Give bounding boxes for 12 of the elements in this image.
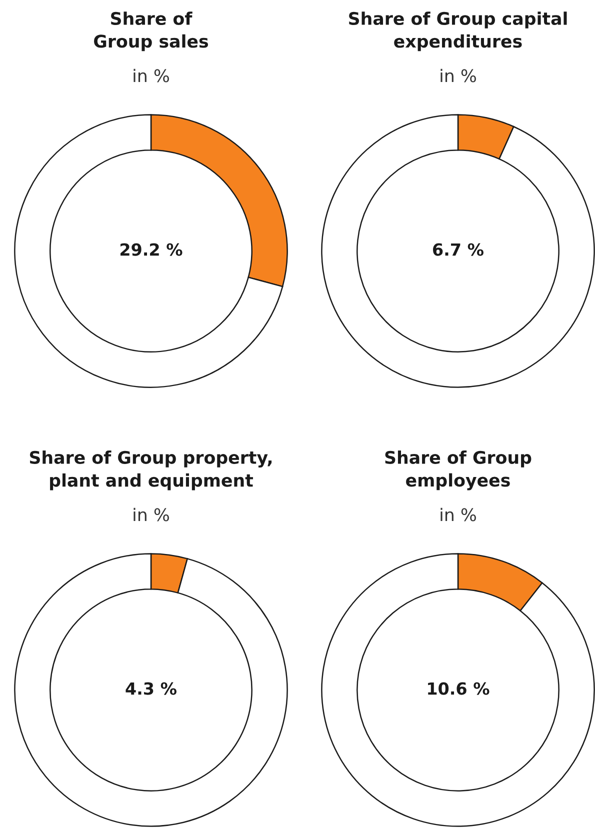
- data-label: 10.6 %: [428, 682, 490, 695]
- chart-title: Share of Group employees: [385, 450, 532, 490]
- chart-title: Share of Group capital expenditures: [349, 12, 567, 52]
- data-label: 29.2 %: [120, 243, 182, 256]
- chart-title: Share of Group property, plant and equipment: [30, 450, 272, 490]
- chart-subtitle: in %: [440, 508, 476, 522]
- data-label: 6.7 %: [433, 243, 484, 256]
- data-label: 4.3 %: [126, 682, 176, 695]
- chart-subtitle: in %: [134, 68, 169, 82]
- chart-title: Share of Group sales: [94, 12, 208, 52]
- chart-subtitle: in %: [440, 68, 476, 82]
- chart-subtitle: in %: [134, 508, 169, 522]
